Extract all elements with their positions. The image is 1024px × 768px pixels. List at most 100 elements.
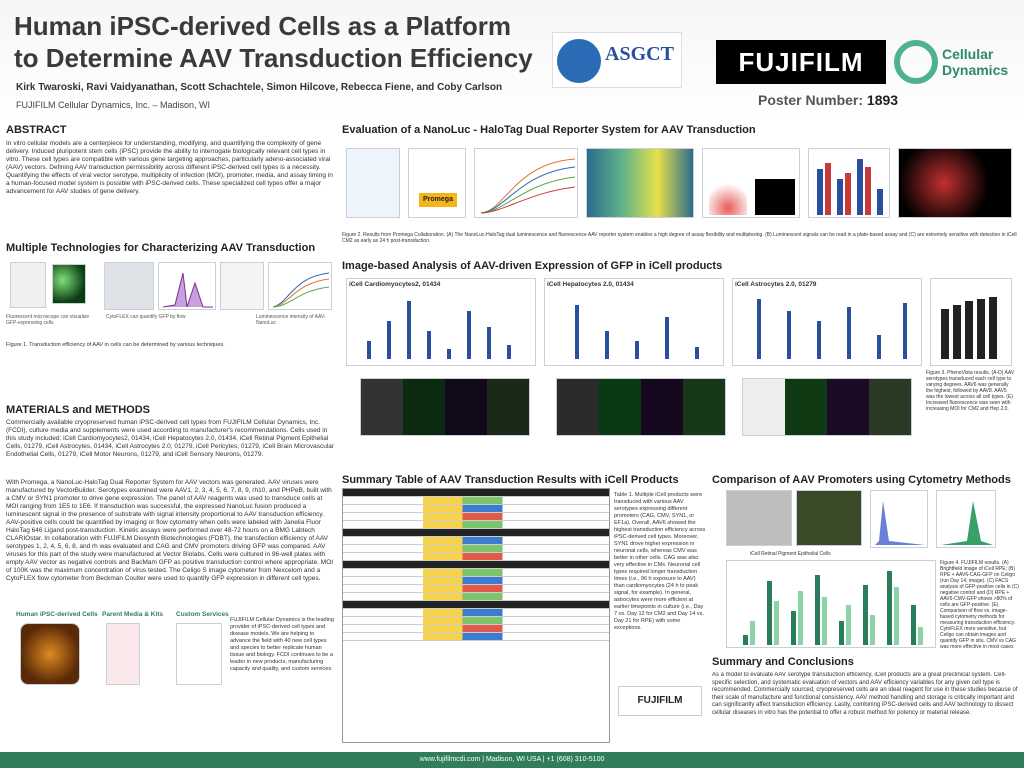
flow-scatter-plot [709, 179, 747, 215]
table-row [343, 617, 609, 625]
table-row [343, 593, 609, 601]
table-row [343, 505, 609, 513]
poster-footer: www.fujifilmcdi.com | Madison, WI USA | … [0, 752, 1024, 768]
custom-services-image [176, 623, 222, 685]
fcdi-description: FUJIFILM Cellular Dynamics is the leadin… [230, 617, 334, 672]
abstract-title: ABSTRACT [6, 124, 67, 136]
nanoluc-title: Evaluation of a NanoLuc - HaloTag Dual R… [342, 124, 756, 136]
imaging-bars-b-icon [575, 305, 699, 359]
table-row [343, 497, 609, 505]
materials-text-1: Commercially available cryopreserved hum… [6, 419, 335, 458]
imaging-micrographs-c [742, 378, 912, 436]
gfp-cells-image [52, 264, 86, 304]
table-row [343, 609, 609, 617]
promoter-bar-chart [726, 560, 936, 648]
product-showcase: Human iPSC-derived Cells Parent Media & … [6, 611, 336, 707]
imaging-title: Image-based Analysis of AAV-driven Expre… [342, 260, 723, 272]
table-row [343, 601, 609, 609]
figure3-caption: Figure 3. PhenoVista results. (A-D) AAV … [926, 370, 1015, 412]
summary-table-title: Summary Table of AAV Transduction Result… [342, 474, 679, 486]
microscope-image [10, 262, 46, 308]
caption-cytoflex: CytoFLEX can quantify GFP by flow [106, 314, 186, 320]
imaging-micrographs-a [360, 378, 530, 436]
facs-positive-icon [941, 501, 993, 545]
label-custom-services: Custom Services [176, 611, 229, 618]
multi-tech-figures: Fluorescent microscope can visualize GFP… [6, 258, 336, 342]
affiliation: FUJIFILM Cellular Dynamics, Inc. – Madis… [16, 100, 211, 110]
table-row [343, 577, 609, 585]
materials-text-2: With Promega, a NanoLuc-HaloTag Dual Rep… [6, 479, 334, 582]
imaging-bars-c-icon [757, 299, 907, 359]
caption-luminescence: Luminescence intensity of AAV-NanoLuc [256, 314, 326, 326]
ipsc-cells-image [20, 623, 80, 685]
imaging-chart-a: iCell Cardiomyocytes2, 01434 [346, 278, 536, 366]
figure2-caption: Figure 2. Results from Promega Collabora… [342, 232, 1017, 244]
kinetic-curves-icon [480, 158, 576, 214]
nanoluc-figure: Promega [342, 140, 1020, 232]
imaging-panel-c-title: iCell Astrocytes 2.0, 01279 [735, 281, 817, 288]
fujifilm-small-logo: FUJIFILM [618, 686, 702, 716]
imaging-micrographs-b [556, 378, 726, 436]
media-bottle-image [106, 623, 140, 685]
flow-plots-panel [702, 148, 800, 218]
author-list: Kirk Twaroski, Ravi Vaidyanathan, Scott … [16, 82, 503, 93]
cellular-dynamics-logo-icon [894, 40, 938, 84]
kinetic-assay-chart [474, 148, 578, 218]
asgct-logo-text: ASGCT [605, 43, 674, 65]
table-row [343, 513, 609, 521]
poster-number-label: Poster Number: [758, 92, 864, 108]
table-row [343, 633, 609, 641]
caption-microscope: Fluorescent microscope can visualize GFP… [6, 314, 90, 326]
figure4-caption: Figure 4. FUJIFILM results. (A) Brightfi… [940, 560, 1019, 648]
materials-title: MATERIALS and METHODS [6, 404, 151, 416]
promoters-title: Comparison of AAV Promoters using Cytome… [712, 474, 1011, 486]
label-media-kits: Parent Media & Kits [102, 611, 164, 618]
figure1-caption: Figure 1. Transduction efficiency of AAV… [6, 342, 225, 348]
reporter-diagram [346, 148, 400, 218]
table-row [343, 537, 609, 545]
cytoflex-image [104, 262, 154, 310]
imaging-bars-a-icon [367, 301, 511, 359]
janelia-fluor-image [898, 148, 1012, 218]
facs-positive-plot [936, 490, 996, 548]
asgct-seal-icon [557, 39, 601, 83]
table-row [343, 545, 609, 553]
table-row [343, 553, 609, 561]
imaging-figure: iCell Cardiomyocytes2, 01434 iCell Hepat… [342, 274, 1020, 446]
flow-bar-chart [808, 148, 890, 218]
imaging-bars-d-icon [941, 297, 997, 359]
poster-number: Poster Number: 1893 [758, 92, 898, 108]
poster-title: Human iPSC-derived Cells as a Platform t… [14, 11, 533, 73]
promoter-bars-icon [743, 571, 923, 645]
plate-reader-image [220, 262, 264, 310]
imaging-chart-c: iCell Astrocytes 2.0, 01279 [732, 278, 922, 366]
summary-table [342, 488, 610, 743]
promega-label: Promega [419, 193, 457, 207]
right-column: Evaluation of a NanoLuc - HaloTag Dual R… [342, 124, 1020, 446]
endpoint-heatmap [586, 148, 694, 218]
conclusions-title: Summary and Conclusions [712, 656, 854, 668]
facs-negative-plot [870, 490, 928, 548]
imaging-panel-a-title: iCell Cardiomyocytes2, 01434 [349, 281, 441, 288]
fujifilm-logo: FUJIFILM [716, 40, 886, 84]
table-row [343, 585, 609, 593]
abstract-text: In vitro cellular models are a centerpie… [6, 140, 333, 195]
table-row [343, 521, 609, 529]
conclusions-text: As a model to evaluate AAV serotype tran… [712, 672, 1018, 716]
table-row [343, 529, 609, 537]
flow-histogram-icon [162, 272, 213, 308]
left-column: ABSTRACT In vitro cellular models are a … [6, 124, 336, 707]
table1-caption: Table 1. Multiple iCell products were tr… [614, 492, 706, 631]
luminescence-curves-icon [272, 272, 330, 308]
rpe-image-label: iCell Retinal Pigment Epithelial Cells [750, 551, 831, 557]
flow-histogram-image [158, 262, 216, 310]
imaging-panel-b-title: iCell Hepatocytes 2.0, 01434 [547, 281, 634, 288]
multi-tech-title: Multiple Technologies for Characterizing… [6, 242, 316, 254]
cellular-dynamics-logo-text: Cellular Dynamics [942, 46, 1009, 78]
halo-image [755, 179, 795, 215]
imaging-chart-d [930, 278, 1012, 366]
table-row [343, 489, 609, 497]
table-row [343, 569, 609, 577]
promega-image: Promega [408, 148, 466, 218]
